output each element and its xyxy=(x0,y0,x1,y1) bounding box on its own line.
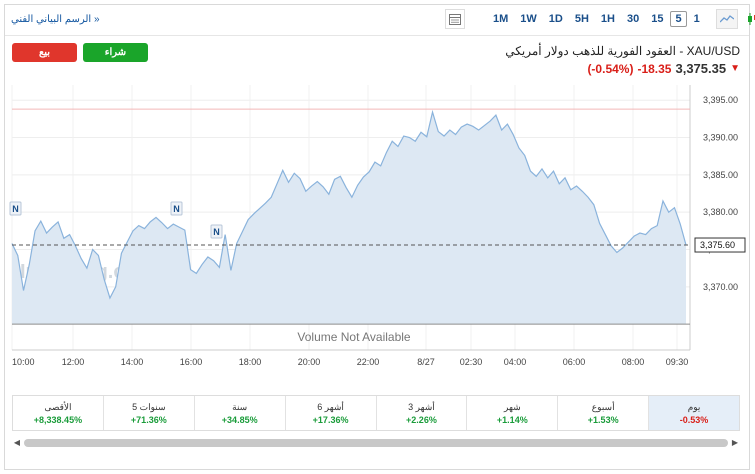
sell-button[interactable]: بيع xyxy=(12,43,77,62)
y-tick-label: 3,390.00 xyxy=(703,133,738,143)
news-marker-label: N xyxy=(213,227,220,237)
period-1-month[interactable]: شهر +1.14% xyxy=(466,396,557,430)
down-arrow-icon: ▼ xyxy=(730,63,740,74)
news-marker-label: N xyxy=(12,204,19,214)
scroll-left-icon[interactable]: ◀ xyxy=(13,438,21,447)
area-chart-icon[interactable] xyxy=(715,9,738,29)
price-change-pct: (-0.54%) xyxy=(587,61,634,76)
news-marker xyxy=(9,201,22,216)
table-view-icon[interactable] xyxy=(445,9,465,29)
period-1-week[interactable]: أسبوع +1.53% xyxy=(557,396,648,430)
y-tick-label: 3,385.00 xyxy=(703,170,738,180)
x-tick-label: 04:00 xyxy=(504,357,527,367)
x-tick-label: 22:00 xyxy=(357,357,380,367)
timeframe-1h-button[interactable]: 1H xyxy=(600,13,615,25)
last-price: 3,375.35 xyxy=(675,61,727,76)
scroll-right-icon[interactable]: ▶ xyxy=(731,438,739,447)
price-area-fill xyxy=(12,112,686,325)
current-price-box xyxy=(694,237,746,253)
timeframe-5-button[interactable]: 5 xyxy=(670,11,687,27)
price-line xyxy=(11,109,687,300)
y-tick-label: 3,395.00 xyxy=(703,95,738,105)
performance-bar: الأقصى +8,338.45% 5 سنوات +71.36% سنة +34.8… xyxy=(12,395,740,431)
x-tick-label: 10:00 xyxy=(12,357,35,367)
timeframe-1m-button[interactable]: 1M xyxy=(493,13,509,25)
period-6-months[interactable]: 6 أشهر +17.36% xyxy=(284,396,376,430)
price-chart[interactable]: Investing.comNNN3,395.003,390.003,385.00… xyxy=(5,5,749,390)
x-tick-label: 16:00 xyxy=(180,357,203,367)
volume-note: Volume Not Available xyxy=(297,330,411,344)
period-max[interactable]: الأقصى +8,338.45% xyxy=(33,401,83,425)
timeframe-1-button[interactable]: 1 xyxy=(693,13,700,25)
chart-widget: الرسم البياني الفني » 1M 1W 1D 5H 1H 30 … xyxy=(4,4,755,470)
timeframe-15-button[interactable]: 15 xyxy=(651,13,664,25)
news-marker-label: N xyxy=(173,204,180,214)
timeframe-1d-button[interactable]: 1D xyxy=(548,13,563,25)
timeframe-selector: 1M 1W 1D 5H 1H 30 15 5 1 xyxy=(445,9,755,29)
x-tick-label: 02:30 xyxy=(460,357,483,367)
buy-button[interactable]: شراء xyxy=(83,43,148,62)
x-tick-label: 20:00 xyxy=(298,357,321,367)
instrument-title: XAU/USD - العقود الفورية للذهب دولار أمر… xyxy=(505,44,740,58)
current-price-label: 3,375.60 xyxy=(700,240,735,250)
period-3-months[interactable]: 3 أشهر +2.26% xyxy=(375,396,467,430)
news-marker xyxy=(170,201,183,216)
x-tick-label: 18:00 xyxy=(239,357,262,367)
chart-toolbar: الرسم البياني الفني » 1M 1W 1D 5H 1H 30 … xyxy=(5,5,755,36)
x-tick-label: 8/27 xyxy=(417,357,435,367)
news-marker xyxy=(210,224,223,239)
period-1-day[interactable]: يوم -0.53% xyxy=(648,396,739,430)
period-1-year[interactable]: سنة +34.85% xyxy=(193,396,285,430)
x-tick-label: 14:00 xyxy=(121,357,144,367)
x-tick-label: 06:00 xyxy=(563,357,586,367)
candlestick-icon[interactable] xyxy=(746,9,755,29)
scroll-thumb[interactable] xyxy=(24,438,728,447)
price-change: -18.35 xyxy=(637,61,672,76)
technical-chart-link[interactable]: الرسم البياني الفني » xyxy=(11,14,100,25)
price-summary: (-0.54%) -18.35 3,375.35 ▼ xyxy=(587,61,740,76)
timeframe-1w-button[interactable]: 1W xyxy=(520,13,537,25)
y-tick-label: 3,370.00 xyxy=(703,282,738,292)
y-tick-label: 3,380.00 xyxy=(703,207,738,217)
x-tick-label: 09:30 xyxy=(666,357,689,367)
timeframe-5h-button[interactable]: 5H xyxy=(574,13,589,25)
x-tick-label: 12:00 xyxy=(62,357,85,367)
timeframe-30-button[interactable]: 30 xyxy=(626,13,640,25)
period-5-years[interactable]: 5 سنوات +71.36% xyxy=(102,396,194,430)
x-tick-label: 08:00 xyxy=(622,357,645,367)
horizontal-scrollbar[interactable]: ◀ ▶ xyxy=(12,437,740,448)
